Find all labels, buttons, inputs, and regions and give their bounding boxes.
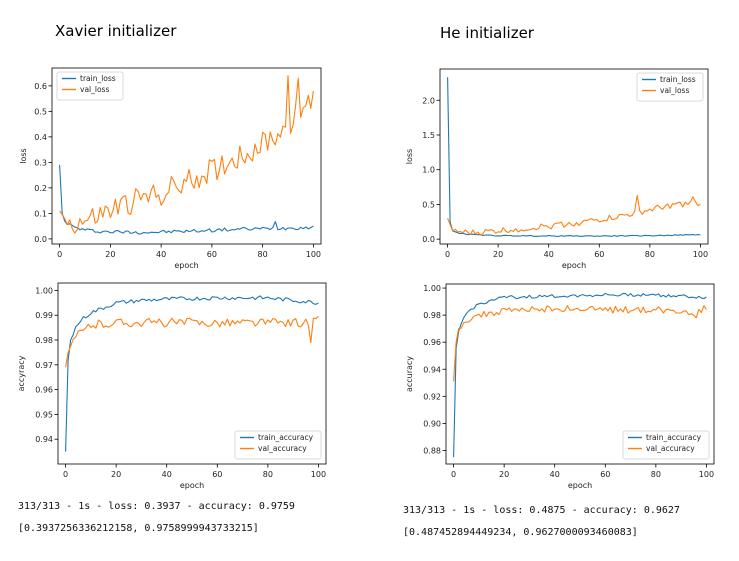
xavier-accuracy-val-accuracy-line [65,315,319,368]
xavier-accuracy-legend: train_accuracy val_accuracy [234,430,322,460]
xavier-loss-legend-label-val-loss: val_loss [80,85,109,94]
he-accuracy-ytick-label: 0.88 [423,446,441,455]
xavier-loss-ytick-label: 0.2 [34,184,47,193]
xavier-accuracy-chart: 0 20 40 60 80 100 0.94 0.95 0.96 0.97 0.98 0.99 1.00… [17,282,327,490]
he-accuracy-xtick-label: 40 [550,470,560,479]
xavier-accuracy-ytick-label: 0.99 [35,311,53,320]
he-accuracy-ytick-label: 0.98 [423,311,441,320]
xavier-loss-ytick-label: 0.3 [34,158,47,167]
he-loss-xtick-label: 40 [544,250,554,259]
xavier-accuracy-legend-label-train-accuracy: train_accuracy [258,433,314,442]
xavier-accuracy-ytick-label: 0.95 [35,410,53,419]
xavier-accuracy-train-accuracy-line [65,295,319,452]
he-loss-xlabel: epoch [562,261,586,270]
xavier-eval-log: 313/313 - 1s - loss: 0.3937 - accuracy: … [18,501,295,512]
he-accuracy-xtick-label: 60 [600,470,610,479]
xavier-loss-xtick-label: 80 [258,250,268,259]
he-accuracy-train-accuracy-line [453,292,707,458]
xavier-loss-ylabel: loss [19,148,28,163]
xavier-loss-legend: train_loss val_loss [56,71,124,101]
xavier-accuracy-ytick-label: 0.97 [35,361,53,370]
he-accuracy-legend-label-train-accuracy: train_accuracy [646,433,702,442]
xavier-loss-xtick-label: 40 [156,250,166,259]
xavier-accuracy-ytick-label: 0.98 [35,336,53,345]
xavier-loss-ytick-label: 0.5 [34,107,47,116]
xavier-accuracy-xtick-label: 60 [212,470,222,479]
xavier-loss-xtick-label: 0 [57,250,62,259]
xavier-accuracy-xtick-label: 0 [63,470,68,479]
he-loss-xtick-label: 20 [493,250,503,259]
he-loss-chart: 0 20 40 60 80 100 0.0 0.5 1.0 1.5 2.0 epoch loss trai… [405,68,709,270]
he-accuracy-ytick-label: 0.94 [423,365,441,374]
he-loss-ytick-label: 0.0 [422,235,435,244]
he-accuracy-ytick-label: 0.96 [423,338,441,347]
xavier-loss-chart: 0 20 40 60 80 100 0.0 0.1 0.2 0.3 0.4 0.5 0.6 epoch lo… [19,67,322,270]
he-accuracy-ytick-label: 0.92 [423,392,441,401]
he-loss-ytick-label: 1.0 [422,166,435,175]
he-accuracy-legend-box [622,430,710,460]
xavier-loss-xtick-label: 100 [306,250,321,259]
xavier-accuracy-xtick-label: 100 [311,470,326,479]
xavier-accuracy-legend-box [234,430,322,460]
he-accuracy-val-accuracy-line [453,305,707,382]
he-accuracy-xtick-label: 20 [499,470,509,479]
xavier-loss-train-loss-line [59,164,314,235]
xavier-accuracy-ytick-label: 0.96 [35,386,53,395]
xavier-loss-ytick-label: 0.4 [34,133,47,142]
he-loss-train-loss-line [447,77,701,237]
he-loss-xtick-label: 100 [693,250,708,259]
xavier-loss-xtick-label: 20 [105,250,115,259]
xavier-loss-xtick-label: 60 [207,250,217,259]
he-loss-ytick-label: 2.0 [422,96,435,105]
he-loss-xtick-label: 80 [645,250,655,259]
he-eval-log: 313/313 - 1s - loss: 0.4875 - accuracy: … [403,505,680,516]
he-accuracy-xtick-label: 0 [451,470,456,479]
he-accuracy-chart: 0 20 40 60 80 100 0.88 0.90 0.92 0.94 0.96 0.98 1.00… [405,283,715,490]
he-loss-legend-label-train-loss: train_loss [660,75,696,84]
xavier-loss-val-loss-line [59,75,314,234]
xavier-eval-result: [0.3937256336212158, 0.9758999943733215] [18,523,259,534]
xavier-accuracy-legend-label-val-accuracy: val_accuracy [258,444,307,453]
xavier-accuracy-ytick-label: 0.94 [35,435,53,444]
xavier-accuracy-xtick-label: 80 [263,470,273,479]
he-loss-xtick-label: 60 [594,250,604,259]
he-accuracy-xtick-label: 100 [699,470,714,479]
he-loss-legend: train_loss val_loss [636,72,704,102]
he-accuracy-xtick-label: 80 [651,470,661,479]
xavier-accuracy-ytick-label: 1.00 [35,286,53,295]
he-loss-val-loss-line [447,194,701,236]
xavier-accuracy-xtick-label: 20 [111,470,121,479]
he-accuracy-ytick-label: 1.00 [423,284,441,293]
he-loss-legend-label-val-loss: val_loss [660,86,689,95]
xavier-loss-legend-label-train-loss: train_loss [80,74,116,83]
xavier-loss-ytick-label: 0.1 [34,209,47,218]
he-accuracy-xlabel: epoch [568,481,592,490]
xavier-heading: Xavier initializer [55,22,177,40]
he-eval-result: [0.487452894449234, 0.9627000093460083] [403,527,638,538]
xavier-loss-ytick-label: 0.0 [34,235,47,244]
he-accuracy-ytick-label: 0.90 [423,419,441,428]
he-loss-xtick-label: 0 [445,250,450,259]
xavier-accuracy-xlabel: epoch [180,481,204,490]
he-loss-ytick-label: 1.5 [422,131,435,140]
he-loss-ylabel: loss [405,149,414,164]
he-accuracy-ylabel: accuracy [405,356,414,392]
xavier-accuracy-ylabel: accyracy [17,355,26,391]
he-loss-ytick-label: 0.5 [422,200,435,209]
xavier-loss-ytick-label: 0.6 [34,82,47,91]
xavier-accuracy-xtick-label: 40 [162,470,172,479]
he-accuracy-legend-label-val-accuracy: val_accuracy [646,444,695,453]
he-accuracy-legend: train_accuracy val_accuracy [622,430,710,460]
he-heading: He initializer [440,24,534,42]
xavier-loss-xlabel: epoch [174,261,198,270]
